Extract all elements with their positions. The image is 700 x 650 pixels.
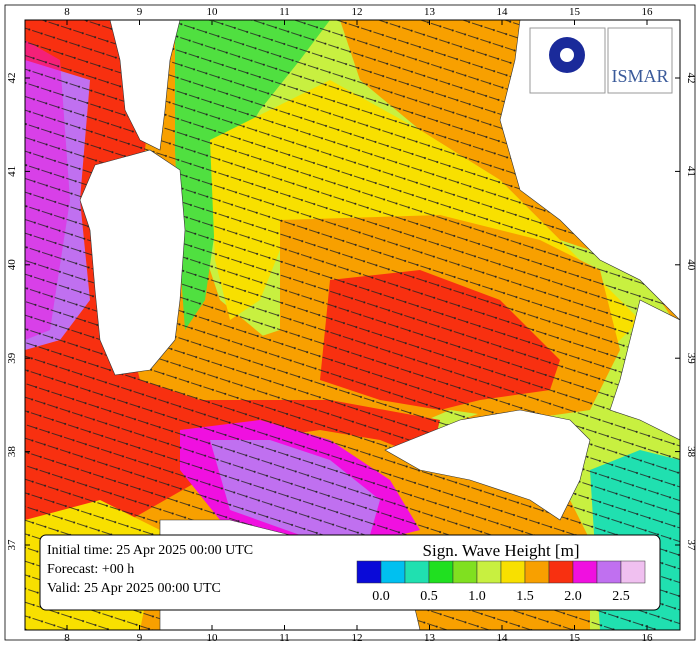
lat-label: 39 <box>6 352 18 364</box>
lat-label: 37 <box>6 539 18 551</box>
lat-label: 37 <box>685 540 697 552</box>
lon-label: 8 <box>64 6 70 18</box>
logo-text: ISMAR <box>611 66 668 86</box>
legend-swatch <box>500 560 526 584</box>
wave-field <box>25 20 680 630</box>
legend-swatch <box>452 560 478 584</box>
legend-swatch <box>620 560 646 584</box>
lon-label: 15 <box>569 632 581 644</box>
legend-swatch <box>428 560 454 584</box>
legend-swatch <box>476 560 502 584</box>
legend-swatch <box>596 560 622 584</box>
calabria <box>609 299 680 441</box>
logo-right <box>607 27 673 94</box>
lon-label: 11 <box>279 6 290 18</box>
legend-title: Sign. Wave Height [m] <box>423 541 580 560</box>
info-line: Forecast: +00 h <box>47 562 134 577</box>
info-line: Valid: 25 Apr 2025 00:00 UTC <box>47 581 221 596</box>
legend-label: 0.0 <box>372 589 390 604</box>
lon-label: 8 <box>64 632 70 644</box>
legend-label: 0.5 <box>420 589 438 604</box>
corsica <box>109 20 181 151</box>
lat-label: 41 <box>6 166 18 177</box>
legend-swatch <box>524 560 550 584</box>
lon-label: 13 <box>424 6 436 18</box>
legend-swatch <box>380 560 406 584</box>
lon-label: 14 <box>497 6 509 18</box>
lon-label: 16 <box>642 632 654 644</box>
lat-label: 40 <box>685 259 697 271</box>
sicily <box>384 409 591 521</box>
logo-left-mark <box>560 48 574 62</box>
legend: 0.0 0.5 1.0 1.5 2.0 2.5 <box>356 560 646 604</box>
legend-label: 1.5 <box>516 589 534 604</box>
info-text: Initial time: 25 Apr 2025 00:00 UTC Forec… <box>47 543 253 596</box>
info-panel <box>39 534 661 611</box>
lon-label: 9 <box>137 632 143 644</box>
lat-label: 38 <box>685 446 697 458</box>
legend-swatch <box>548 560 574 584</box>
map-frame <box>24 19 681 631</box>
lat-label: 39 <box>685 353 697 365</box>
legend-label: 2.0 <box>564 589 582 604</box>
lon-label: 15 <box>569 6 581 18</box>
italy <box>340 20 680 321</box>
lat-label: 40 <box>6 259 18 271</box>
outer-frame <box>4 4 696 641</box>
lon-label: 11 <box>279 632 290 644</box>
lon-label: 9 <box>137 6 143 18</box>
lat-label: 41 <box>685 166 697 177</box>
legend-swatch <box>572 560 598 584</box>
lat-label: 42 <box>6 73 18 84</box>
lon-label: 10 <box>207 6 219 18</box>
lon-label: 12 <box>352 632 363 644</box>
lat-label: 38 <box>6 446 18 458</box>
legend-label: 1.0 <box>468 589 486 604</box>
lon-label: 12 <box>352 6 363 18</box>
lon-label: 13 <box>424 632 436 644</box>
lon-label: 16 <box>642 6 654 18</box>
sardinia <box>79 149 186 376</box>
info-line: Initial time: 25 Apr 2025 00:00 UTC <box>47 543 253 558</box>
legend-label: 2.5 <box>612 589 630 604</box>
legend-swatch <box>404 560 430 584</box>
axis-labels: 8 8 9 9 10 10 11 11 12 12 13 13 14 14 15 15 16 16 37 37 38 38… <box>6 6 697 644</box>
legend-swatch <box>356 560 382 584</box>
lon-label: 10 <box>207 632 219 644</box>
lon-label: 14 <box>497 632 509 644</box>
lat-label: 42 <box>685 73 697 84</box>
